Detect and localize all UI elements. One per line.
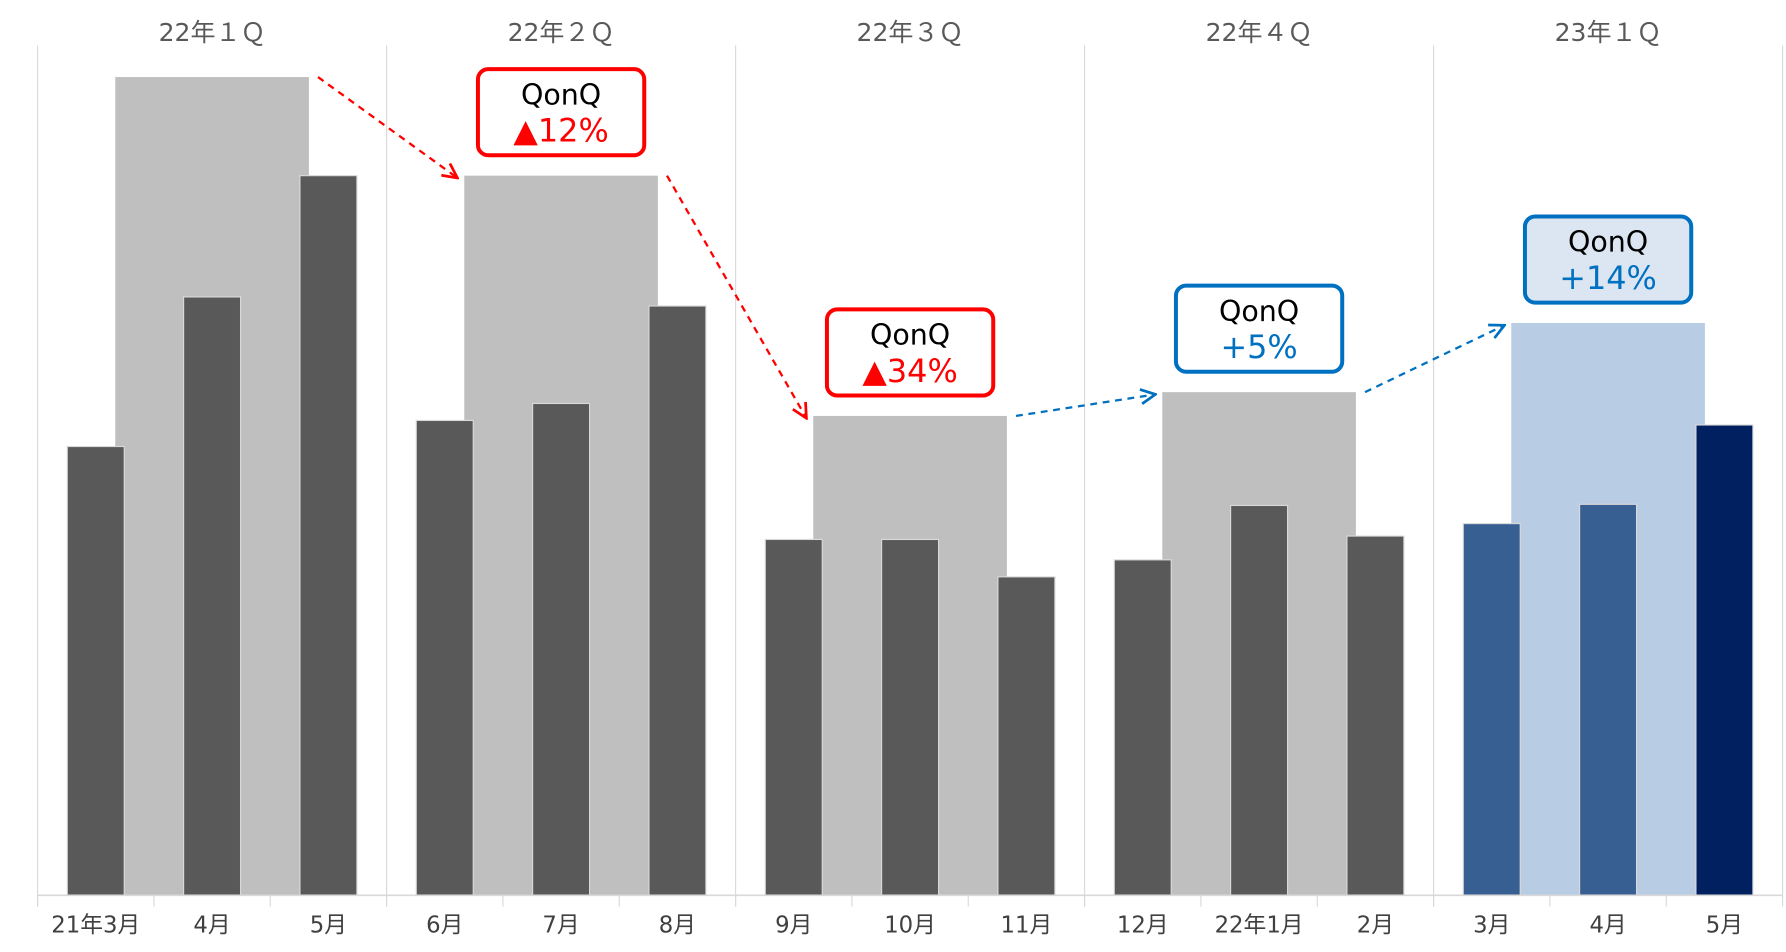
month-bar: [183, 296, 242, 896]
qonq-title: QonQ: [521, 78, 601, 111]
qonq-change: +5%: [1220, 328, 1297, 366]
month-bar: [1579, 503, 1638, 896]
qonq-box: [1173, 283, 1345, 374]
x-tick-label: 22年1月: [1215, 912, 1304, 938]
quarter-label: 22年４Ｑ: [1206, 18, 1313, 47]
x-tick-label: 12月: [1117, 912, 1169, 938]
month-bar: [1346, 535, 1405, 896]
x-tick-label: 8月: [659, 912, 696, 938]
qonq-box: [475, 67, 647, 158]
x-tick-label: 3月: [1473, 912, 1510, 938]
month-bar: [764, 538, 823, 896]
x-tick-label: 5月: [310, 912, 347, 938]
month-bar: [648, 305, 707, 896]
qonq-title: QonQ: [1568, 226, 1648, 259]
x-tick-label: 6月: [426, 912, 463, 938]
month-bar: [532, 402, 591, 896]
qonq-title: QonQ: [1219, 295, 1299, 328]
x-tick-label: 21年3月: [51, 912, 140, 938]
qonq-change: +14%: [1559, 259, 1657, 297]
quarter-label: 22年３Ｑ: [857, 18, 964, 47]
x-tick-label: 5月: [1706, 912, 1743, 938]
qonq-box: [1522, 214, 1694, 305]
month-bar: [299, 175, 358, 896]
qonq-arrow: [1364, 325, 1504, 394]
x-tick-label: 7月: [542, 912, 579, 938]
qonq-change: ▲34%: [862, 352, 957, 390]
x-tick-label: 10月: [884, 912, 936, 938]
x-tick-label: 11月: [1001, 912, 1053, 938]
x-tick-label: 4月: [193, 912, 230, 938]
quarter-label: 22年１Ｑ: [159, 18, 266, 47]
month-bar: [881, 538, 940, 896]
qonq-title: QonQ: [870, 319, 950, 352]
quarter-label: 22年２Ｑ: [508, 18, 615, 47]
month-bar: [66, 445, 125, 896]
month-bar: [997, 576, 1056, 896]
month-bar: [1230, 504, 1289, 896]
month-bar: [1462, 523, 1521, 896]
month-bar: [1695, 424, 1754, 896]
qonq-arrow: [1015, 394, 1155, 418]
x-tick-label: 2月: [1357, 912, 1394, 938]
qonq-change: ▲12%: [513, 112, 608, 150]
month-bar: [415, 419, 474, 896]
qonq-arrow: [317, 76, 457, 178]
month-bar: [1113, 559, 1172, 896]
x-tick-label: 9月: [775, 912, 812, 938]
x-tick-label: 4月: [1589, 912, 1626, 938]
qonq-box: [824, 307, 996, 398]
quarter-label: 23年１Ｑ: [1555, 18, 1662, 47]
qonq-arrow: [666, 175, 806, 419]
